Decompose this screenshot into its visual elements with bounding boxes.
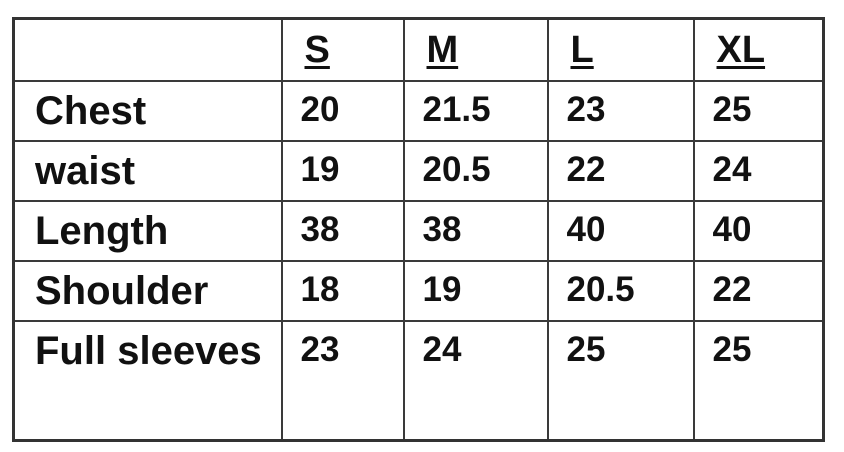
table-cell: 23 — [280, 320, 405, 441]
table-row: Chest 20 21.5 23 25 — [12, 80, 825, 142]
table-cell: 20.5 — [546, 260, 695, 322]
header-corner — [12, 17, 283, 82]
header-size-xl: XL — [692, 17, 825, 82]
table-cell: 22 — [546, 140, 695, 202]
row-label: Full sleeves — [12, 320, 283, 441]
table-row: Shoulder 18 19 20.5 22 — [12, 260, 825, 322]
header-label: L — [570, 29, 594, 71]
table-cell: 20.5 — [402, 140, 549, 202]
header-label: M — [426, 29, 459, 71]
header-size-l: L — [546, 17, 695, 82]
table-row: waist 19 20.5 22 24 — [12, 140, 825, 202]
table-cell: 25 — [692, 320, 825, 441]
table-cell: 22 — [692, 260, 825, 322]
row-label: Length — [12, 200, 283, 262]
table-row: Length 38 38 40 40 — [12, 200, 825, 262]
header-label: XL — [716, 29, 766, 71]
row-label: Shoulder — [12, 260, 283, 322]
table-cell: 24 — [402, 320, 549, 441]
header-size-m: M — [402, 17, 549, 82]
table-cell: 23 — [546, 80, 695, 142]
table-cell: 38 — [402, 200, 549, 262]
row-label: waist — [12, 140, 283, 202]
table-cell: 20 — [280, 80, 405, 142]
header-row: S M L XL — [12, 17, 825, 82]
table-cell: 25 — [546, 320, 695, 441]
table-cell: 40 — [546, 200, 695, 262]
table-cell: 19 — [280, 140, 405, 202]
table-row: Full sleeves 23 24 25 25 — [12, 320, 825, 441]
table-cell: 18 — [280, 260, 405, 322]
table-cell: 19 — [402, 260, 549, 322]
header-size-s: S — [280, 17, 405, 82]
table-cell: 24 — [692, 140, 825, 202]
row-label: Chest — [12, 80, 283, 142]
table-cell: 21.5 — [402, 80, 549, 142]
size-chart-table: S M L XL Chest 20 21.5 23 25 waist 19 20… — [12, 17, 825, 442]
header-label: S — [304, 29, 330, 71]
table-cell: 38 — [280, 200, 405, 262]
table-cell: 40 — [692, 200, 825, 262]
table-cell: 25 — [692, 80, 825, 142]
